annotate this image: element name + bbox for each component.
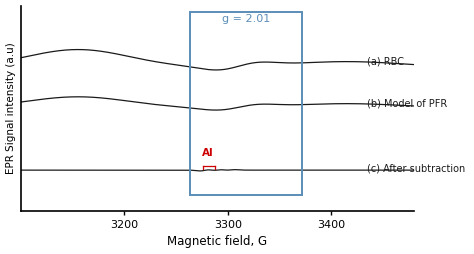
Bar <box>190 12 302 195</box>
Text: (b) Model of PFR: (b) Model of PFR <box>367 98 447 108</box>
Text: g = 2.01: g = 2.01 <box>222 14 270 24</box>
X-axis label: Magnetic field, G: Magnetic field, G <box>167 235 267 248</box>
Text: Al: Al <box>202 148 214 157</box>
Text: (a) RBC: (a) RBC <box>367 56 404 66</box>
Y-axis label: EPR Signal intensity (a.u): EPR Signal intensity (a.u) <box>6 42 16 174</box>
Text: (c) After subtraction: (c) After subtraction <box>367 164 465 173</box>
